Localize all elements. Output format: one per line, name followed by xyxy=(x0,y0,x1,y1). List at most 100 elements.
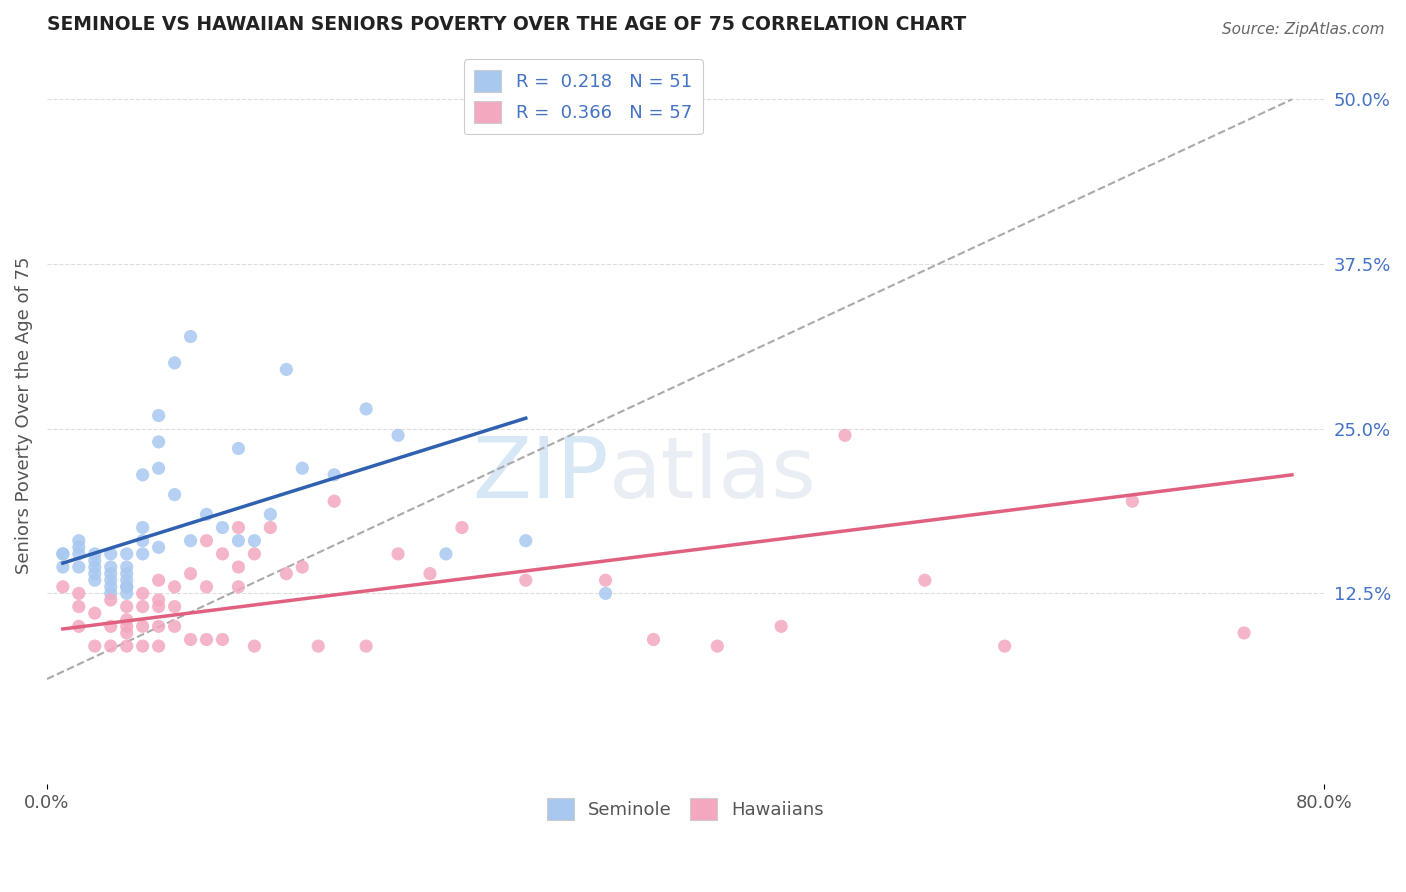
Point xyxy=(451,520,474,534)
Point xyxy=(323,494,346,508)
Point xyxy=(52,560,75,574)
Point xyxy=(115,580,138,594)
Point xyxy=(52,547,75,561)
Point xyxy=(228,533,250,548)
Point xyxy=(163,580,186,594)
Point xyxy=(195,632,218,647)
Point xyxy=(195,580,218,594)
Point xyxy=(595,573,617,587)
Point xyxy=(67,541,90,555)
Point xyxy=(148,461,170,475)
Point xyxy=(228,580,250,594)
Point xyxy=(595,586,617,600)
Point xyxy=(67,533,90,548)
Point xyxy=(100,566,122,581)
Point xyxy=(419,566,441,581)
Point xyxy=(148,434,170,449)
Point xyxy=(148,619,170,633)
Point xyxy=(276,566,298,581)
Point xyxy=(180,533,202,548)
Point xyxy=(291,560,314,574)
Point xyxy=(83,606,105,620)
Point xyxy=(131,520,153,534)
Legend: Seminole, Hawaiians: Seminole, Hawaiians xyxy=(540,790,831,827)
Point xyxy=(307,639,329,653)
Point xyxy=(1121,494,1143,508)
Point xyxy=(148,599,170,614)
Point xyxy=(115,613,138,627)
Point xyxy=(211,520,233,534)
Point xyxy=(163,356,186,370)
Point xyxy=(211,632,233,647)
Point xyxy=(148,541,170,555)
Point xyxy=(914,573,936,587)
Point xyxy=(243,533,266,548)
Point xyxy=(180,566,202,581)
Point xyxy=(243,639,266,653)
Point xyxy=(259,508,281,522)
Text: Source: ZipAtlas.com: Source: ZipAtlas.com xyxy=(1222,22,1385,37)
Point xyxy=(211,547,233,561)
Point xyxy=(706,639,728,653)
Point xyxy=(83,560,105,574)
Point xyxy=(100,619,122,633)
Point xyxy=(1233,626,1256,640)
Text: SEMINOLE VS HAWAIIAN SENIORS POVERTY OVER THE AGE OF 75 CORRELATION CHART: SEMINOLE VS HAWAIIAN SENIORS POVERTY OVE… xyxy=(46,15,966,34)
Point xyxy=(67,560,90,574)
Point xyxy=(83,573,105,587)
Point xyxy=(83,639,105,653)
Point xyxy=(115,560,138,574)
Point xyxy=(52,580,75,594)
Point xyxy=(195,533,218,548)
Point xyxy=(228,520,250,534)
Point xyxy=(354,639,377,653)
Point xyxy=(115,639,138,653)
Point xyxy=(148,639,170,653)
Point xyxy=(131,547,153,561)
Point xyxy=(100,580,122,594)
Point xyxy=(163,619,186,633)
Point xyxy=(195,508,218,522)
Point xyxy=(100,560,122,574)
Point xyxy=(180,632,202,647)
Point xyxy=(228,442,250,456)
Point xyxy=(100,547,122,561)
Point xyxy=(434,547,457,561)
Point xyxy=(834,428,856,442)
Point xyxy=(259,520,281,534)
Point xyxy=(131,467,153,482)
Point xyxy=(115,586,138,600)
Point xyxy=(100,639,122,653)
Point xyxy=(67,547,90,561)
Point xyxy=(115,573,138,587)
Point xyxy=(387,547,409,561)
Point xyxy=(163,487,186,501)
Point xyxy=(67,586,90,600)
Point xyxy=(770,619,793,633)
Point xyxy=(115,580,138,594)
Point xyxy=(228,560,250,574)
Point xyxy=(115,547,138,561)
Point xyxy=(291,461,314,475)
Point xyxy=(131,533,153,548)
Point xyxy=(100,586,122,600)
Point xyxy=(67,619,90,633)
Point xyxy=(83,547,105,561)
Point xyxy=(115,566,138,581)
Point xyxy=(148,409,170,423)
Point xyxy=(180,329,202,343)
Point xyxy=(131,619,153,633)
Point xyxy=(83,566,105,581)
Point xyxy=(83,553,105,567)
Point xyxy=(131,639,153,653)
Point xyxy=(243,547,266,561)
Point xyxy=(323,467,346,482)
Point xyxy=(100,593,122,607)
Point xyxy=(148,573,170,587)
Point xyxy=(52,547,75,561)
Text: ZIP: ZIP xyxy=(472,434,609,516)
Point xyxy=(276,362,298,376)
Point xyxy=(515,533,537,548)
Point xyxy=(115,599,138,614)
Point xyxy=(163,599,186,614)
